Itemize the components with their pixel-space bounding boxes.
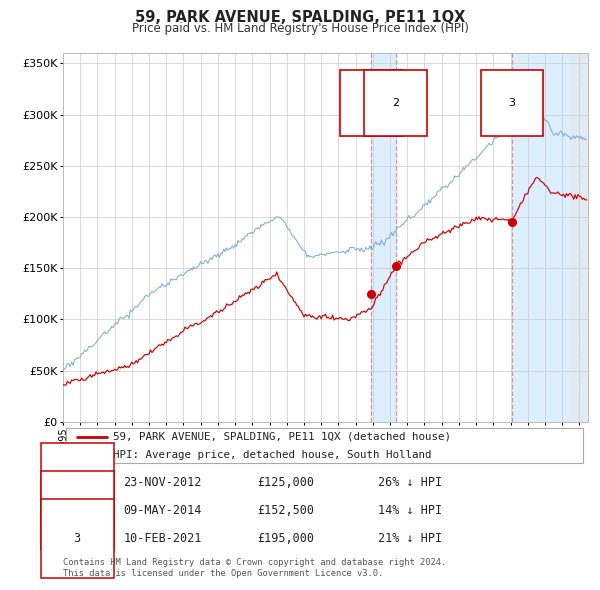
Text: 2: 2 [392,98,400,108]
Text: 14% ↓ HPI: 14% ↓ HPI [378,504,442,517]
Text: 10-FEB-2021: 10-FEB-2021 [124,532,202,545]
Text: 59, PARK AVENUE, SPALDING, PE11 1QX: 59, PARK AVENUE, SPALDING, PE11 1QX [135,10,465,25]
Text: Contains HM Land Registry data © Crown copyright and database right 2024.: Contains HM Land Registry data © Crown c… [63,558,446,566]
Bar [571,53,588,422]
Text: 3: 3 [508,98,515,108]
Text: £152,500: £152,500 [257,504,314,517]
Text: 26% ↓ HPI: 26% ↓ HPI [378,476,442,489]
Text: 3: 3 [74,532,81,545]
Text: 23-NOV-2012: 23-NOV-2012 [124,476,202,489]
Text: This data is licensed under the Open Government Licence v3.0.: This data is licensed under the Open Gov… [63,569,383,578]
Text: 09-MAY-2014: 09-MAY-2014 [124,504,202,517]
Text: 21% ↓ HPI: 21% ↓ HPI [378,532,442,545]
Text: 1: 1 [368,98,375,108]
Text: Price paid vs. HM Land Registry's House Price Index (HPI): Price paid vs. HM Land Registry's House … [131,22,469,35]
Text: £125,000: £125,000 [257,476,314,489]
Text: 59, PARK AVENUE, SPALDING, PE11 1QX (detached house): 59, PARK AVENUE, SPALDING, PE11 1QX (det… [113,432,451,442]
Text: HPI: Average price, detached house, South Holland: HPI: Average price, detached house, Sout… [113,450,431,460]
Bar [371,53,396,422]
Text: 2: 2 [74,504,81,517]
Bar [512,53,588,422]
Text: £195,000: £195,000 [257,532,314,545]
Text: 1: 1 [74,476,81,489]
FancyBboxPatch shape [65,428,583,463]
